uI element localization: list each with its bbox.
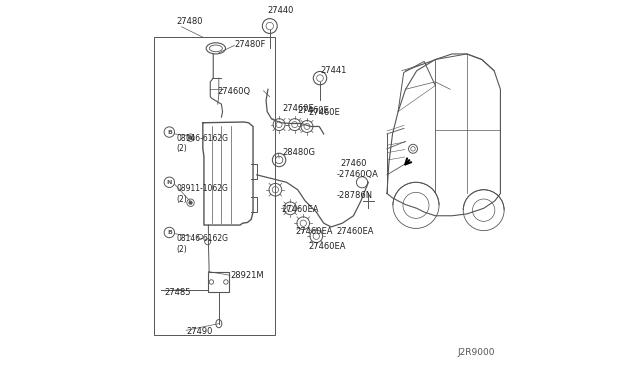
Text: 27460EA: 27460EA <box>337 227 374 236</box>
Text: 27460EA: 27460EA <box>309 242 346 251</box>
Text: 27460EA: 27460EA <box>296 227 333 236</box>
Text: 27460EA: 27460EA <box>281 205 319 214</box>
Text: 27460E: 27460E <box>308 108 340 117</box>
Text: N: N <box>166 180 172 185</box>
Text: 28480G: 28480G <box>282 148 315 157</box>
Text: 27490: 27490 <box>186 327 212 336</box>
Text: 27460E: 27460E <box>297 106 329 115</box>
Text: 27460E: 27460E <box>283 105 314 113</box>
Bar <box>209 272 229 292</box>
Text: B: B <box>167 129 172 135</box>
Text: B: B <box>167 230 172 235</box>
Text: 27441: 27441 <box>321 66 347 75</box>
Text: 28921M: 28921M <box>230 271 264 280</box>
Text: 27460: 27460 <box>340 159 367 168</box>
Text: 27440: 27440 <box>267 6 294 15</box>
Text: 27460Q: 27460Q <box>217 87 250 96</box>
Circle shape <box>189 136 193 140</box>
Text: 27480: 27480 <box>177 17 204 26</box>
Circle shape <box>189 201 193 205</box>
Text: 08146-6162G
(2): 08146-6162G (2) <box>176 134 228 153</box>
Text: J2R9000: J2R9000 <box>458 348 495 357</box>
Text: 08146-6162G
(2): 08146-6162G (2) <box>176 234 228 254</box>
Text: 27480F: 27480F <box>234 40 266 49</box>
Bar <box>154 37 275 335</box>
Text: -27460QA: -27460QA <box>337 170 379 179</box>
Text: 27485: 27485 <box>164 288 191 296</box>
Text: 08911-1062G
(2): 08911-1062G (2) <box>176 184 228 203</box>
Text: -28786N: -28786N <box>337 191 373 200</box>
